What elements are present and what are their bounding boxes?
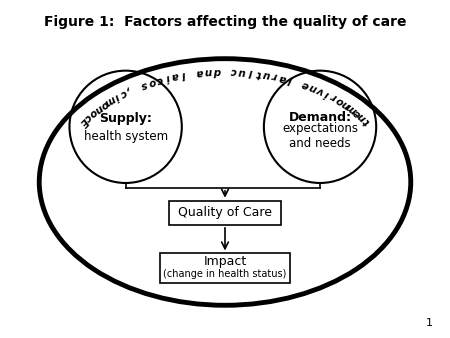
Text: l: l — [248, 67, 252, 77]
Text: Supply:: Supply: — [99, 112, 152, 125]
Text: e: e — [351, 106, 363, 119]
Text: s: s — [140, 79, 149, 90]
Text: n: n — [92, 102, 104, 115]
Text: o: o — [147, 76, 157, 88]
Text: i: i — [323, 88, 331, 99]
Text: a: a — [196, 67, 204, 77]
Text: o: o — [87, 106, 99, 119]
Text: c: c — [118, 88, 128, 99]
Text: (change in health status): (change in health status) — [163, 269, 287, 279]
Text: t: t — [362, 116, 372, 127]
Text: u: u — [238, 66, 246, 77]
Text: Quality of Care: Quality of Care — [178, 206, 272, 219]
Text: i: i — [112, 92, 120, 102]
Text: o: o — [98, 98, 110, 111]
Text: t: t — [255, 68, 261, 78]
Text: u: u — [262, 69, 271, 80]
Text: v: v — [315, 84, 325, 96]
Text: c: c — [230, 66, 237, 76]
Text: m: m — [344, 101, 359, 116]
Text: l: l — [288, 74, 294, 85]
Text: expectations
and needs: expectations and needs — [282, 122, 358, 150]
FancyBboxPatch shape — [160, 254, 290, 283]
Text: l: l — [181, 69, 186, 80]
Text: ,: , — [126, 85, 134, 96]
Text: a: a — [171, 70, 180, 81]
Text: health system: health system — [84, 130, 168, 143]
Text: m: m — [103, 93, 117, 107]
Text: Demand:: Demand: — [288, 111, 351, 124]
Text: o: o — [334, 94, 346, 106]
Text: n: n — [356, 111, 369, 123]
Text: e: e — [301, 78, 311, 90]
Text: E: E — [77, 116, 89, 127]
Text: i: i — [164, 72, 170, 83]
Text: a: a — [278, 72, 288, 83]
Text: 1: 1 — [425, 318, 432, 328]
Text: Figure 1:  Factors affecting the quality of care: Figure 1: Factors affecting the quality … — [44, 15, 406, 29]
Text: c: c — [82, 111, 94, 123]
Text: n: n — [308, 81, 319, 93]
Text: n: n — [204, 66, 212, 77]
Text: r: r — [271, 71, 278, 81]
Text: n: n — [340, 98, 352, 111]
Text: d: d — [213, 66, 220, 76]
Text: Impact: Impact — [203, 255, 247, 268]
FancyBboxPatch shape — [169, 201, 281, 225]
Text: c: c — [155, 74, 164, 85]
Text: r: r — [329, 91, 338, 102]
